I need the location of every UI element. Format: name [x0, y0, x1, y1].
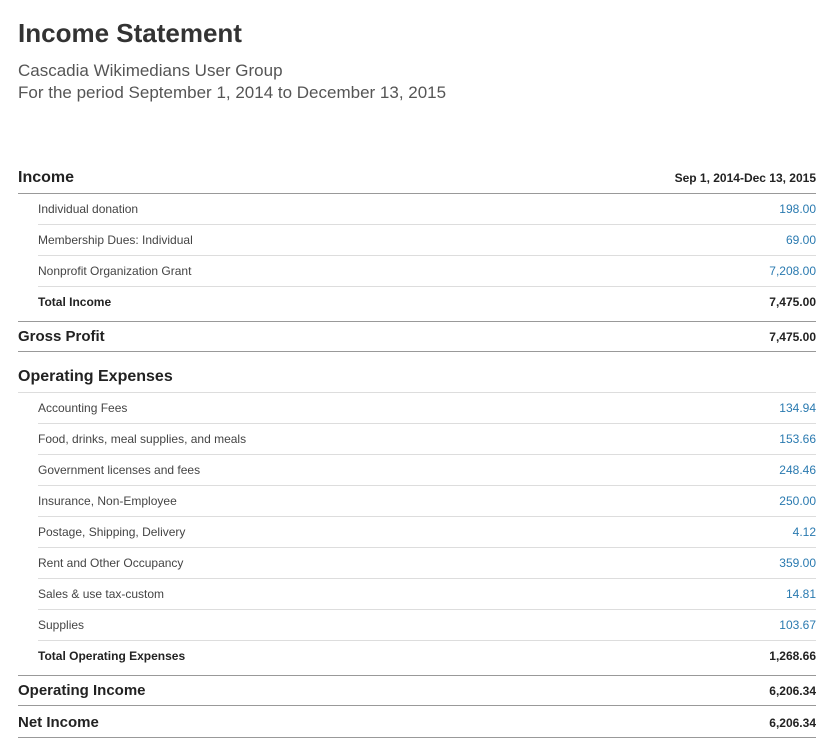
total-label: Total Income [38, 295, 111, 309]
line-item-label: Supplies [38, 618, 84, 632]
line-item-label: Nonprofit Organization Grant [38, 264, 191, 278]
net-income-label: Net Income [18, 714, 99, 731]
net-income-value: 6,206.34 [736, 716, 816, 730]
line-item: Accounting Fees 134.94 [38, 393, 816, 424]
line-item: Insurance, Non-Employee 250.00 [38, 486, 816, 517]
total-row: Total Operating Expenses 1,268.66 [38, 641, 816, 673]
line-item: Membership Dues: Individual 69.00 [38, 225, 816, 256]
line-item-value: 248.46 [736, 463, 816, 477]
section-opex-label: Operating Expenses [18, 368, 173, 386]
line-item-value: 134.94 [736, 401, 816, 415]
line-item: Nonprofit Organization Grant 7,208.00 [38, 256, 816, 287]
line-item: Food, drinks, meal supplies, and meals 15… [38, 424, 816, 455]
line-item: Postage, Shipping, Delivery 4.12 [38, 517, 816, 548]
section-income-header: Income Sep 1, 2014-Dec 13, 2015 [18, 163, 816, 194]
line-item-value: 7,208.00 [736, 264, 816, 278]
line-item-label: Sales & use tax-custom [38, 587, 164, 601]
net-income-row: Net Income 6,206.34 [18, 708, 816, 738]
line-item-value: 359.00 [736, 556, 816, 570]
line-item-value: 14.81 [736, 587, 816, 601]
line-item: Rent and Other Occupancy 359.00 [38, 548, 816, 579]
income-lines: Individual donation 198.00 Membership Dues… [18, 194, 816, 319]
line-item-label: Rent and Other Occupancy [38, 556, 183, 570]
line-item-label: Food, drinks, meal supplies, and meals [38, 432, 246, 446]
total-row: Total Income 7,475.00 [38, 287, 816, 319]
line-item-value: 250.00 [736, 494, 816, 508]
gross-profit-value: 7,475.00 [736, 330, 816, 344]
line-item-label: Postage, Shipping, Delivery [38, 525, 185, 539]
total-label: Total Operating Expenses [38, 649, 185, 663]
line-item-label: Individual donation [38, 202, 138, 216]
line-item: Individual donation 198.00 [38, 194, 816, 225]
section-income-label: Income [18, 169, 74, 187]
line-item-label: Membership Dues: Individual [38, 233, 193, 247]
line-item-label: Government licenses and fees [38, 463, 200, 477]
opex-lines: Accounting Fees 134.94 Food, drinks, meal … [18, 392, 816, 673]
period-text: For the period September 1, 2014 to Dece… [18, 83, 816, 103]
gross-profit-row: Gross Profit 7,475.00 [18, 321, 816, 352]
line-item-value: 4.12 [736, 525, 816, 539]
operating-income-label: Operating Income [18, 682, 146, 699]
gross-profit-label: Gross Profit [18, 328, 105, 345]
line-item: Sales & use tax-custom 14.81 [38, 579, 816, 610]
period-column-label: Sep 1, 2014-Dec 13, 2015 [675, 171, 816, 185]
org-name: Cascadia Wikimedians User Group [18, 61, 816, 81]
operating-income-row: Operating Income 6,206.34 [18, 675, 816, 706]
line-item-label: Accounting Fees [38, 401, 127, 415]
line-item: Government licenses and fees 248.46 [38, 455, 816, 486]
line-item: Supplies 103.67 [38, 610, 816, 641]
operating-income-value: 6,206.34 [736, 684, 816, 698]
line-item-value: 103.67 [736, 618, 816, 632]
line-item-value: 69.00 [736, 233, 816, 247]
line-item-value: 198.00 [736, 202, 816, 216]
page-title: Income Statement [18, 18, 816, 49]
total-value: 7,475.00 [736, 295, 816, 309]
income-statement: Income Sep 1, 2014-Dec 13, 2015 Individu… [18, 163, 816, 738]
line-item-value: 153.66 [736, 432, 816, 446]
section-opex-header: Operating Expenses [18, 362, 816, 392]
total-value: 1,268.66 [736, 649, 816, 663]
line-item-label: Insurance, Non-Employee [38, 494, 177, 508]
